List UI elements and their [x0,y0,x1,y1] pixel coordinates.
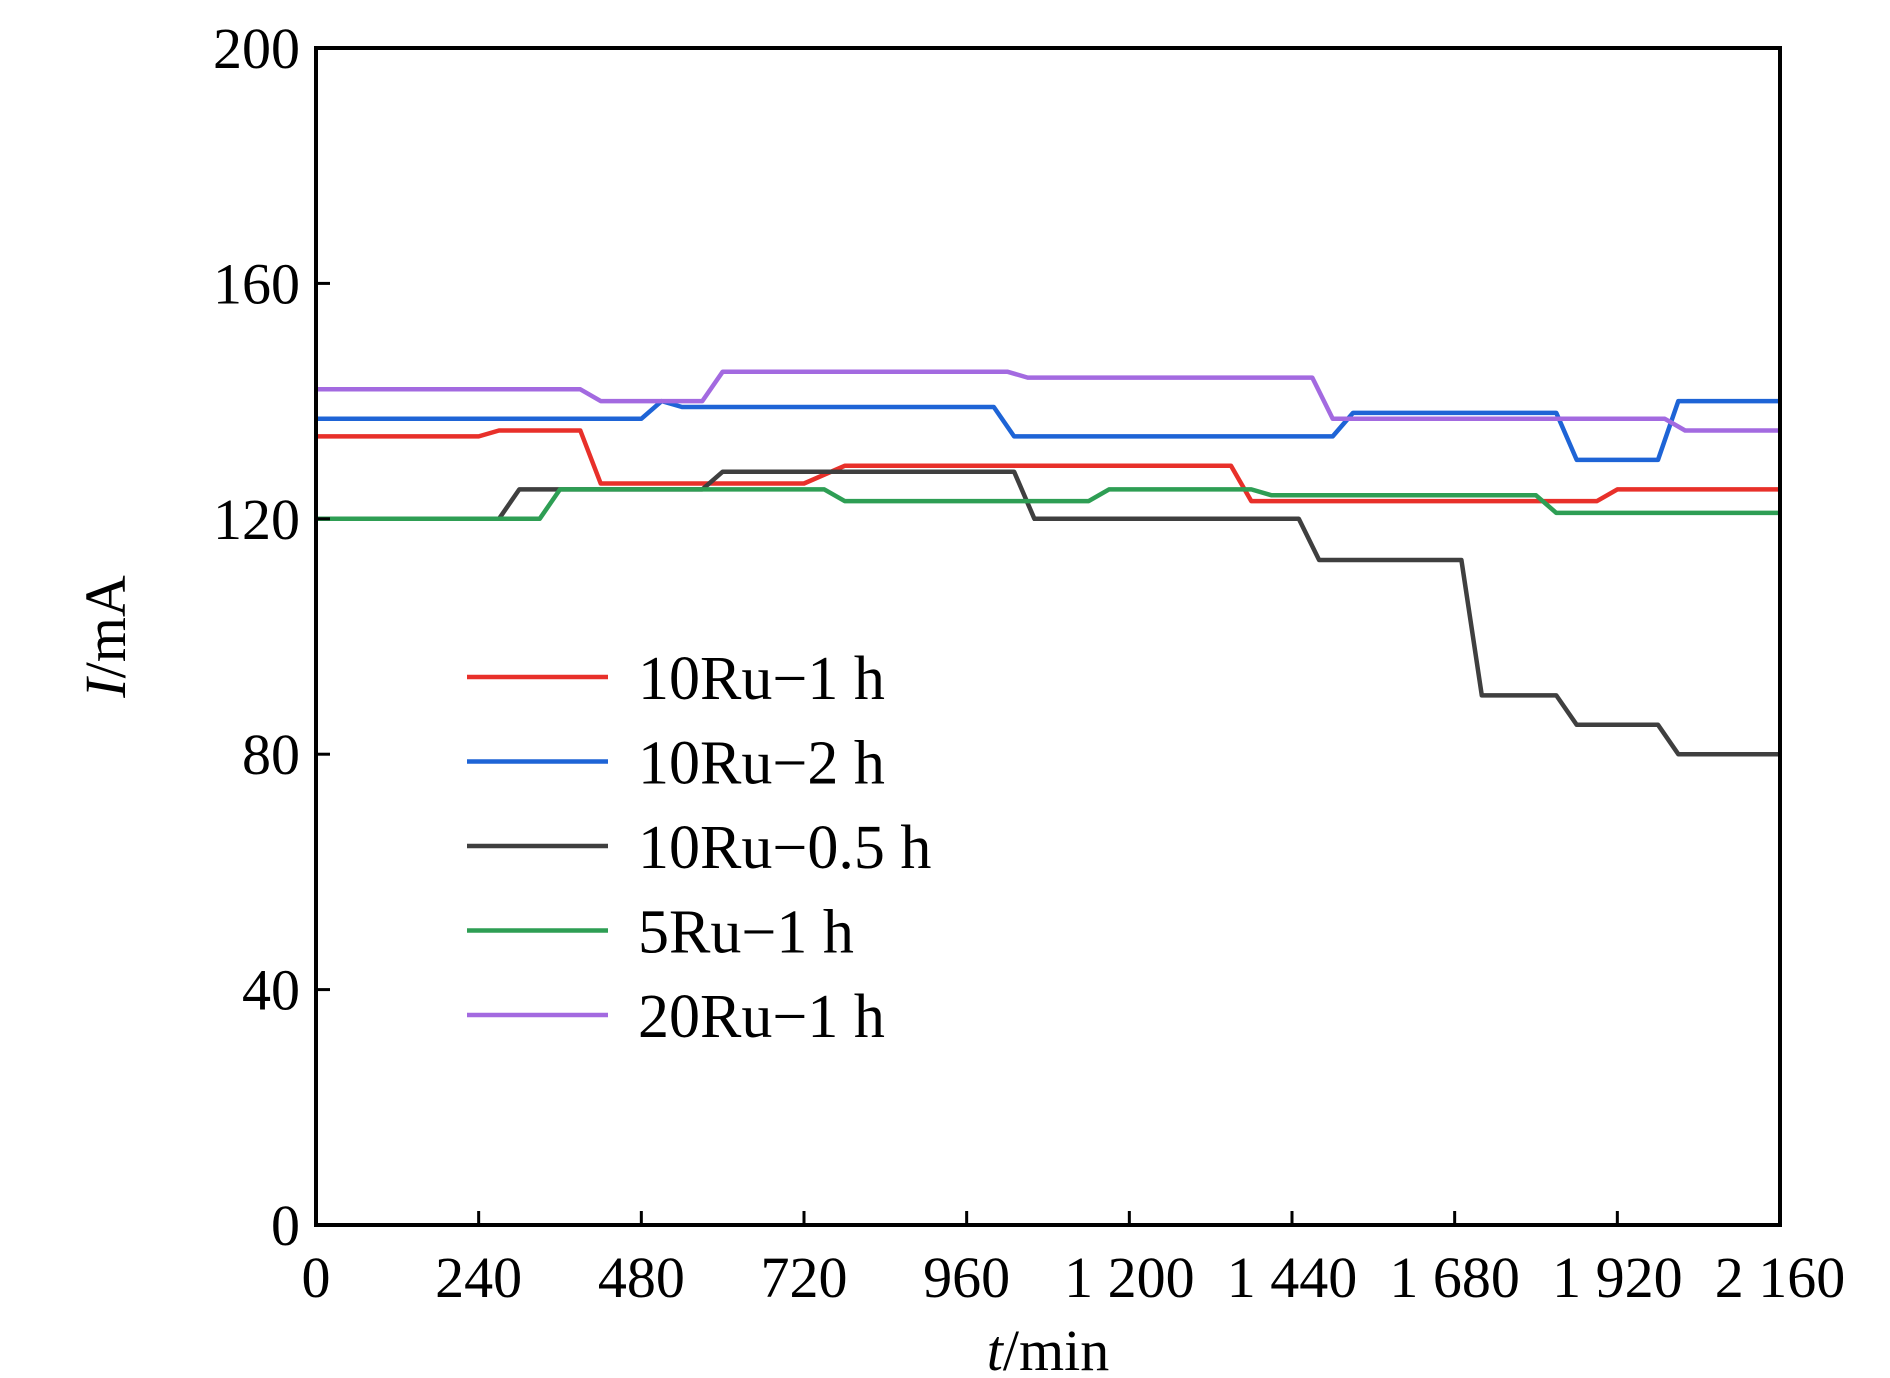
legend-label: 5Ru−1 h [638,899,854,967]
x-tick-label: 1 920 [1552,1245,1683,1310]
y-tick-label: 0 [271,1193,300,1258]
y-axis-title: I/mA [73,575,138,699]
x-axis-title: t/min [987,1318,1109,1378]
y-axis-var: I [73,676,138,699]
series-line-1 [316,428,1780,504]
y-tick-label: 200 [213,16,300,81]
legend-label: 20Ru−1 h [638,983,885,1051]
tick-layer: 0 240 480 720 960 1 200 1 440 1 680 1 920 2 160 0 4… [213,16,1845,1310]
legend-item: 5Ru−1 h [467,899,854,967]
x-tick-label: 240 [435,1245,522,1310]
legend: 10Ru−1 h 10Ru−2 h 10Ru−0.5 h 5Ru−1 h 20Ru−1 … [467,645,931,1051]
x-tick-label: 960 [923,1245,1010,1310]
x-axis-var: t [987,1318,1005,1378]
y-tick-label: 120 [213,487,300,552]
y-tick-label: 80 [242,722,300,787]
series-line-5 [316,369,1780,433]
x-axis-unit: /min [1003,1318,1109,1378]
legend-item: 10Ru−2 h [467,730,885,798]
x-tick-label: 720 [761,1245,848,1310]
legend-item: 10Ru−0.5 h [467,814,931,882]
x-tick-label: 1 680 [1389,1245,1520,1310]
x-tick-label: 1 440 [1227,1245,1358,1310]
x-tick-label: 2 160 [1715,1245,1846,1310]
y-tick-label: 160 [213,251,300,316]
legend-item: 10Ru−1 h [467,645,885,713]
legend-label: 10Ru−1 h [638,645,885,713]
legend-item: 20Ru−1 h [467,983,885,1051]
x-tick-label: 0 [302,1245,331,1310]
series-layer [316,369,1780,757]
x-tick-label: 480 [598,1245,685,1310]
plot-frame [314,46,1782,1227]
legend-label: 10Ru−0.5 h [638,814,931,882]
legend-label: 10Ru−2 h [638,730,885,798]
x-tick-label: 1 200 [1064,1245,1195,1310]
y-axis-unit: /mA [73,575,138,678]
y-tick-label: 40 [242,958,300,1023]
series-line-4 [316,487,1780,522]
